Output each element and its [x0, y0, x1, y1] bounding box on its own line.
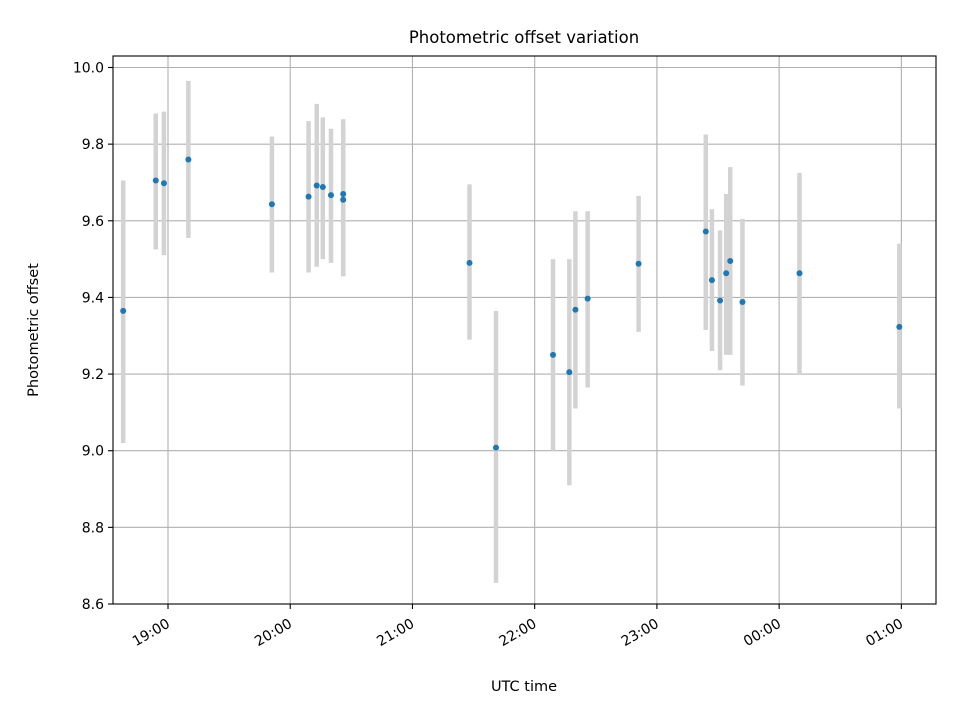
y-tick-label: 8.8 [82, 520, 104, 536]
y-axis-label: Photometric offset [26, 263, 42, 397]
data-point [635, 260, 642, 267]
data-point [739, 299, 746, 306]
y-tick-label: 9.2 [82, 367, 104, 383]
data-point [572, 306, 579, 313]
data-point [723, 270, 730, 277]
data-point [466, 259, 473, 266]
data-point [340, 196, 347, 203]
y-tick-label: 9.4 [82, 290, 104, 306]
data-point [340, 190, 347, 197]
data-point [152, 177, 159, 184]
data-point [584, 295, 591, 302]
data-point [708, 277, 715, 284]
data-point [550, 351, 557, 358]
data-point [717, 297, 724, 304]
data-point [327, 192, 334, 199]
data-point [492, 444, 499, 451]
data-point [896, 323, 903, 330]
data-point [185, 156, 192, 163]
chart-title: Photometric offset variation [409, 28, 639, 47]
data-point [160, 180, 167, 187]
data-point [702, 228, 709, 235]
plot-frame [112, 55, 937, 605]
data-point [120, 307, 127, 314]
x-axis-label: UTC time [491, 679, 557, 695]
data-points [120, 156, 903, 451]
data-point [727, 258, 734, 265]
data-point [305, 193, 312, 200]
y-tick-label: 9.8 [82, 137, 104, 153]
data-point [796, 270, 803, 277]
y-tick-label: 8.6 [82, 597, 104, 613]
y-tick-label: 10.0 [73, 60, 104, 76]
data-point [313, 182, 320, 189]
data-point [268, 201, 275, 208]
y-axis-ticks: 8.6 8.8 9.0 9.2 9.4 9.6 9.8 10.0 [73, 60, 113, 613]
y-tick-label: 9.6 [82, 214, 104, 230]
data-point [566, 369, 573, 376]
y-tick-label: 9.0 [82, 444, 104, 460]
data-point [319, 184, 326, 191]
